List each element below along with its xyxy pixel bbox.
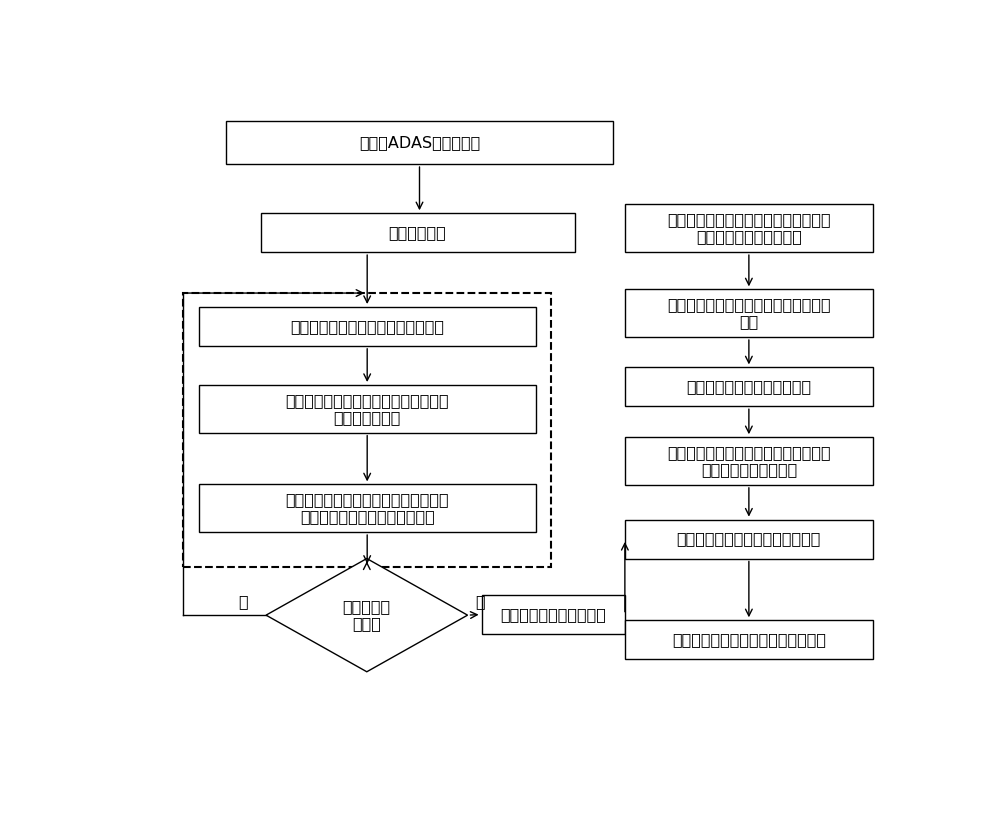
Text: 判断车辆是
否变道: 判断车辆是 否变道: [343, 599, 391, 632]
Polygon shape: [266, 559, 468, 672]
Text: 制作用于训练车道线类型识别方法的车
道数据集，定义算法目标: 制作用于训练车道线类型识别方法的车 道数据集，定义算法目标: [667, 212, 831, 244]
Text: 否: 否: [238, 594, 248, 609]
Text: 对图像进行逆透视变换，生成鸟瞰图: 对图像进行逆透视变换，生成鸟瞰图: [290, 319, 444, 334]
Text: 对识别模型进行转化，移植到设备: 对识别模型进行转化，移植到设备: [677, 532, 821, 547]
Bar: [482, 595, 625, 634]
Text: 搭建基于识别的车辆违规变道识别算法
框架: 搭建基于识别的车辆违规变道识别算法 框架: [667, 297, 831, 329]
Text: 使用制作的数据集训练搭建的算法，得
到车道线类型识别模型: 使用制作的数据集训练搭建的算法，得 到车道线类型识别模型: [667, 444, 831, 477]
Bar: [199, 385, 536, 433]
Bar: [625, 368, 873, 406]
Text: 实时读取图像: 实时读取图像: [389, 225, 446, 240]
Bar: [625, 520, 873, 559]
Bar: [199, 307, 536, 346]
Text: 进行灰度处理、高斯滤波、边缘检测和
计算车道线基点: 进行灰度处理、高斯滤波、边缘检测和 计算车道线基点: [285, 393, 449, 425]
Bar: [226, 121, 613, 164]
Bar: [199, 484, 536, 532]
Bar: [625, 620, 873, 659]
Text: 输出车道线类型和违规变道判别结果: 输出车道线类型和违规变道判别结果: [672, 632, 826, 647]
Bar: [625, 289, 873, 337]
Text: 定义损失函数和相关参数参数: 定义损失函数和相关参数参数: [686, 379, 811, 395]
Bar: [625, 437, 873, 485]
Bar: [183, 293, 551, 567]
Text: 车辆和ADAS摄像机启动: 车辆和ADAS摄像机启动: [359, 135, 480, 150]
Text: 截取变道车道线区域图片: 截取变道车道线区域图片: [500, 607, 606, 622]
Text: 通过滑动窗口和车道线基点确定出左、
右车道线位置，并映射到原图像: 通过滑动窗口和车道线基点确定出左、 右车道线位置，并映射到原图像: [285, 492, 449, 525]
Bar: [625, 204, 873, 252]
Text: 是: 是: [475, 594, 485, 609]
Bar: [261, 213, 574, 252]
